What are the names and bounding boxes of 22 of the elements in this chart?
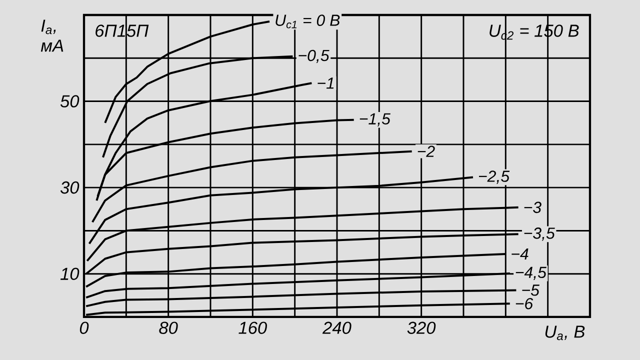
series-label: −1 bbox=[318, 78, 334, 89]
series-label: −2,5 bbox=[479, 170, 510, 184]
y-tick-label: 30 bbox=[60, 181, 80, 194]
series-label: −6 bbox=[516, 298, 534, 310]
series-label: −5 bbox=[522, 284, 540, 296]
y-tick-label: 10 bbox=[60, 268, 80, 280]
series-label: −4,5 bbox=[516, 266, 546, 280]
series-label: −3,5 bbox=[524, 228, 555, 241]
x-tick-label: 0 bbox=[80, 322, 89, 334]
series-label: −1,5 bbox=[360, 113, 390, 126]
y-tick-label: 50 bbox=[60, 95, 80, 108]
series-label: −2 bbox=[418, 146, 435, 157]
x-tick-label: 80 bbox=[159, 322, 178, 334]
series-label: U$_{c1}$ = 0 В bbox=[276, 14, 340, 28]
series-label: −3 bbox=[524, 202, 542, 214]
series-label: −0,5 bbox=[298, 50, 330, 64]
x-tick-label: 240 bbox=[322, 322, 352, 334]
y-axis-title: I$_{a}$, мА bbox=[40, 20, 64, 52]
x-axis-title: U$_{a}$, В bbox=[545, 326, 585, 340]
x-tick-label: 160 bbox=[238, 322, 267, 334]
series-label: −4 bbox=[512, 248, 528, 260]
x-tick-label: 320 bbox=[407, 322, 436, 334]
